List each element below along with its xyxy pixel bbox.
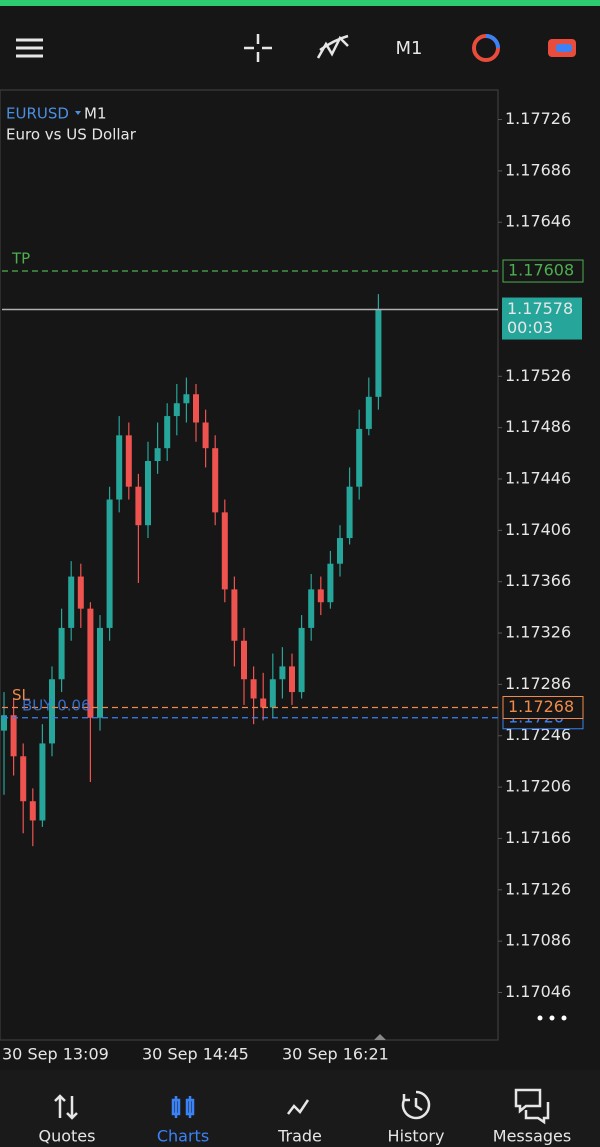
chart: 1.17726 1.17686 1.17646 1.17526 1.17486 1.174…: [1, 109, 584, 1064]
candle-body: [279, 666, 286, 680]
timeframe-button[interactable]: M1: [396, 38, 423, 59]
candle-body: [250, 679, 257, 699]
bid-price: 1.17578: [507, 299, 573, 318]
candle-body: [154, 448, 161, 462]
candle-body: [1, 715, 7, 731]
y-tick-label: 1.17646: [505, 212, 571, 231]
candle-body: [269, 679, 276, 708]
nav-label[interactable]: Trade: [277, 1127, 322, 1146]
candle-body: [29, 801, 36, 821]
bid-box: [502, 297, 582, 340]
candle-body: [346, 486, 353, 539]
y-tick-label: 1.17246: [505, 725, 571, 744]
symbol-description: Euro vs US Dollar: [6, 126, 137, 144]
nav-icon[interactable]: [514, 1088, 550, 1125]
candle-body: [375, 309, 382, 397]
candle-body: [20, 756, 27, 802]
candle-body: [164, 416, 171, 449]
crosshair-button[interactable]: [244, 34, 272, 62]
symbol-dropdown[interactable]: [75, 111, 81, 115]
y-tick-label: 1.17126: [505, 879, 571, 898]
tp-label: TP: [11, 250, 30, 268]
trade-button[interactable]: [472, 34, 500, 62]
candle-body: [116, 435, 123, 500]
candle-body: [241, 640, 247, 680]
candle-body: [260, 698, 267, 708]
y-tick-label: 1.17406: [505, 520, 571, 539]
sl-label: SL: [12, 686, 31, 704]
candle-body: [106, 499, 113, 628]
candle-body: [58, 627, 65, 680]
bottom-nav: [0, 1070, 600, 1147]
candle-body: [193, 394, 199, 423]
candle-body: [202, 422, 209, 449]
indicators-button[interactable]: [316, 34, 349, 59]
candle-body: [87, 608, 94, 718]
candle-body: [221, 512, 228, 590]
y-tick-label: 1.17086: [505, 931, 571, 950]
candle-body: [77, 576, 84, 609]
candle-body: [10, 715, 17, 757]
price-label: 1.17268: [508, 697, 574, 716]
candle-body: [356, 428, 363, 487]
candle-body: [289, 666, 295, 693]
symbol[interactable]: EURUSD: [6, 105, 69, 123]
candle-body: [68, 576, 75, 628]
price-label: 1.17608: [508, 261, 574, 280]
menu-button[interactable]: [16, 38, 43, 58]
position-label: BUY 0.06: [22, 696, 91, 714]
nav-icon[interactable]: [171, 1096, 195, 1118]
candle-body: [365, 396, 372, 429]
candle-body: [183, 394, 190, 404]
nav-label[interactable]: History: [388, 1127, 445, 1146]
nav-items: Quotes Charts Trade History Messages: [39, 1088, 571, 1146]
y-tick-label: 1.17446: [505, 468, 571, 487]
candle-body: [39, 743, 46, 821]
nav-label[interactable]: Quotes: [39, 1127, 96, 1146]
candle-body: [308, 589, 315, 628]
nav-icon[interactable]: [287, 1099, 310, 1115]
price-label-box: [502, 259, 584, 283]
candle-body: [145, 461, 151, 526]
nav-icon[interactable]: [54, 1094, 78, 1120]
x-tick-label: 30 Sep 14:45: [142, 1045, 249, 1064]
candle-body: [212, 448, 219, 513]
candle-body: [125, 435, 132, 487]
scroll-marker: [374, 1034, 386, 1040]
y-tick-label: 1.17166: [505, 828, 571, 847]
candle-body: [337, 538, 343, 564]
y-tick-label: 1.17366: [505, 571, 571, 590]
chart-area[interactable]: [0, 89, 499, 1041]
candle-body: [135, 486, 142, 526]
candle-body: [327, 563, 334, 603]
bar-countdown: 00:03: [507, 318, 553, 337]
x-tick-label: 30 Sep 13:09: [2, 1045, 109, 1064]
y-tick-label: 1.17686: [505, 160, 571, 179]
nav-icon[interactable]: [401, 1090, 431, 1120]
account-button[interactable]: [548, 39, 576, 57]
candle-body: [298, 627, 305, 693]
candle-body: [231, 589, 238, 641]
y-tick-label: 1.17526: [505, 366, 571, 385]
price-label-box: [502, 696, 584, 719]
y-tick-label: 1.17286: [505, 674, 571, 693]
y-tick-label: 1.17206: [505, 777, 571, 796]
candle-body: [97, 627, 103, 718]
candle-body: [173, 403, 180, 417]
status-strip: [0, 0, 600, 6]
y-tick-label: 1.17326: [505, 623, 571, 642]
nav-label[interactable]: Messages: [493, 1127, 571, 1146]
candle-body: [49, 679, 55, 744]
y-tick-label: 1.17046: [505, 982, 571, 1001]
chart-timeframe: M1: [84, 105, 107, 123]
y-tick-label: 1.17726: [505, 109, 571, 128]
x-tick-label: 30 Sep 16:21: [282, 1045, 389, 1064]
more-button[interactable]: [537, 1015, 567, 1021]
candle-body: [317, 589, 324, 603]
nav-label[interactable]: Charts: [157, 1127, 209, 1146]
y-tick-label: 1.17486: [505, 417, 571, 436]
